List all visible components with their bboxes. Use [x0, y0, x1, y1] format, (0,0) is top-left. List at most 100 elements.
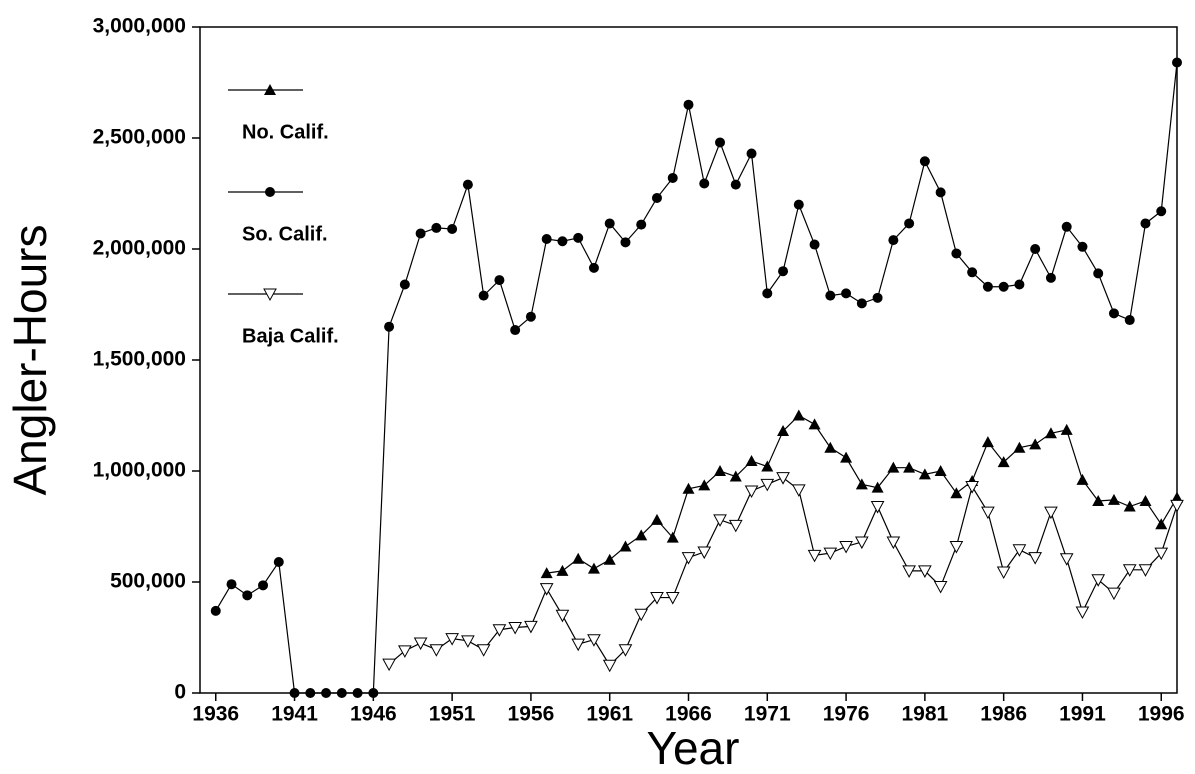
y-tick-label: 2,500,000 [93, 126, 186, 149]
data-point [1091, 574, 1106, 587]
data-point [1122, 564, 1137, 577]
data-point [746, 148, 757, 159]
x-tick-label: 1976 [823, 703, 870, 726]
data-point [744, 485, 759, 499]
data-point [1059, 553, 1074, 566]
data-point [729, 470, 742, 482]
data-point [242, 590, 253, 601]
data-point [745, 455, 758, 467]
data-point [620, 237, 631, 248]
x-tick-label: 1986 [980, 703, 1027, 726]
x-tick-label: 1991 [1059, 703, 1106, 726]
data-point [715, 137, 726, 148]
data-point [1155, 518, 1168, 530]
data-point [982, 281, 993, 292]
legend-marker [263, 288, 277, 302]
y-axis-title: Angler-Hours [4, 225, 56, 496]
data-point [650, 592, 664, 605]
data-point [791, 484, 806, 497]
data-point [683, 99, 694, 110]
data-point [226, 579, 237, 590]
data-point [258, 580, 269, 591]
legend-label: No. Calif. [242, 121, 329, 143]
data-point [1029, 438, 1042, 450]
data-point [699, 178, 710, 189]
data-point [761, 460, 774, 472]
data-point [289, 688, 300, 698]
data-point [981, 506, 995, 520]
data-point [777, 425, 790, 437]
data-point [824, 441, 837, 453]
data-point [1045, 272, 1056, 283]
series-line [388, 476, 1178, 667]
x-tick-label: 1936 [192, 703, 239, 726]
data-point [556, 564, 569, 576]
data-point [557, 236, 568, 247]
data-point [384, 321, 395, 332]
data-point [650, 513, 663, 525]
data-point [903, 461, 916, 473]
data-point [321, 688, 332, 698]
data-point [1077, 241, 1088, 252]
data-point [603, 553, 616, 565]
data-point [934, 465, 947, 476]
data-point [1124, 315, 1135, 326]
data-point [902, 565, 916, 578]
data-point [1107, 493, 1120, 505]
legend-marker [264, 84, 276, 95]
data-point [888, 235, 899, 246]
data-point [887, 461, 900, 473]
data-point [1075, 606, 1090, 620]
data-point [681, 552, 696, 565]
data-point [872, 292, 883, 303]
data-point [841, 288, 852, 299]
data-point [494, 275, 505, 286]
data-point [823, 547, 838, 561]
legend-marker [265, 187, 275, 197]
data-point [572, 552, 585, 564]
data-point [492, 624, 507, 637]
data-point [1170, 499, 1184, 513]
data-point [998, 281, 1009, 292]
x-tick-label: 1961 [586, 703, 633, 726]
data-point [825, 290, 836, 301]
y-tick-label: 0 [174, 681, 186, 704]
data-point [839, 540, 853, 554]
data-point [382, 658, 396, 672]
data-point [368, 688, 379, 698]
data-point [1139, 494, 1152, 506]
data-point [1154, 547, 1169, 561]
data-point [776, 472, 790, 485]
data-point [1014, 279, 1025, 290]
data-point [571, 638, 586, 652]
x-tick-label: 1966 [665, 703, 712, 726]
data-point [539, 583, 554, 596]
series-line [546, 414, 1178, 574]
data-point [587, 634, 601, 647]
data-point [1107, 587, 1121, 601]
data-point [855, 478, 868, 490]
data-point [935, 187, 946, 198]
data-point [398, 645, 412, 658]
data-point [413, 637, 428, 651]
x-tick-label: 1981 [902, 703, 949, 726]
data-point [951, 248, 962, 259]
data-point [1013, 441, 1026, 453]
y-tick-label: 1,000,000 [93, 459, 186, 482]
data-point [807, 549, 822, 563]
data-point [478, 290, 489, 301]
y-tick-label: 2,000,000 [93, 237, 186, 260]
data-point [1140, 218, 1151, 229]
data-point [933, 580, 948, 594]
data-point [540, 567, 553, 579]
y-tick-label: 1,500,000 [93, 348, 186, 371]
legend-label: Baja Calif. [242, 325, 339, 347]
x-axis-title: Year [647, 722, 740, 774]
legend-label: So. Calif. [242, 223, 328, 245]
data-point [965, 481, 979, 494]
data-point [996, 566, 1011, 580]
data-point [510, 325, 521, 336]
data-point [1060, 423, 1073, 435]
data-point [602, 659, 617, 673]
data-point [666, 531, 679, 543]
